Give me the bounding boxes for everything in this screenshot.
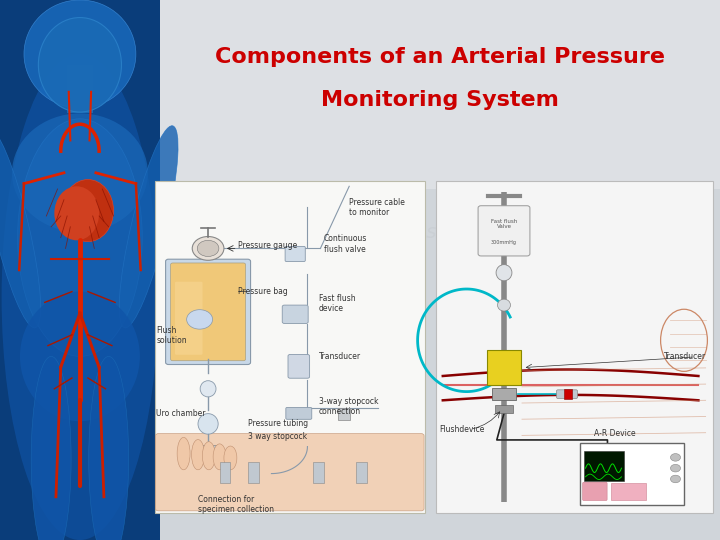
Text: 300mmHg: 300mmHg — [491, 240, 517, 245]
Ellipse shape — [498, 299, 510, 311]
Text: Fast flush
Valve: Fast flush Valve — [491, 219, 517, 230]
Ellipse shape — [198, 414, 218, 434]
Text: A-R Device: A-R Device — [594, 429, 636, 438]
Circle shape — [670, 454, 680, 461]
FancyBboxPatch shape — [584, 451, 624, 481]
Text: Pressure gauge: Pressure gauge — [238, 241, 297, 250]
Ellipse shape — [177, 437, 190, 470]
Ellipse shape — [496, 265, 512, 281]
Bar — [220, 462, 230, 483]
Bar — [248, 462, 259, 483]
Text: Pressure bag: Pressure bag — [238, 287, 288, 295]
FancyBboxPatch shape — [487, 350, 521, 385]
FancyBboxPatch shape — [582, 482, 607, 501]
Circle shape — [670, 464, 680, 472]
Bar — [313, 462, 324, 483]
Ellipse shape — [38, 17, 122, 112]
Bar — [67, 65, 93, 113]
Bar — [160, 0, 720, 540]
FancyBboxPatch shape — [286, 407, 312, 419]
Text: slideshare: slideshare — [382, 222, 482, 242]
FancyBboxPatch shape — [557, 390, 577, 399]
Ellipse shape — [200, 381, 216, 397]
Bar — [199, 445, 217, 454]
Ellipse shape — [31, 356, 71, 540]
Circle shape — [192, 237, 224, 260]
Ellipse shape — [224, 446, 237, 470]
FancyBboxPatch shape — [171, 263, 246, 361]
Ellipse shape — [213, 444, 226, 470]
FancyBboxPatch shape — [580, 443, 684, 505]
Circle shape — [670, 475, 680, 483]
Bar — [0, 0, 160, 540]
FancyBboxPatch shape — [285, 246, 305, 261]
FancyBboxPatch shape — [175, 282, 202, 355]
Ellipse shape — [89, 356, 129, 540]
Text: Components of an Arterial Pressure: Components of an Arterial Pressure — [215, 46, 665, 67]
FancyBboxPatch shape — [478, 206, 530, 256]
Text: Pressure cable
to monitor: Pressure cable to monitor — [349, 198, 405, 217]
Text: Pressure tubing: Pressure tubing — [248, 420, 309, 428]
FancyBboxPatch shape — [611, 483, 646, 500]
Ellipse shape — [20, 292, 140, 421]
Bar — [160, 0, 720, 189]
FancyBboxPatch shape — [166, 259, 251, 364]
Text: Monitoring System: Monitoring System — [321, 90, 559, 110]
Circle shape — [197, 240, 219, 256]
Ellipse shape — [0, 126, 40, 328]
Ellipse shape — [192, 440, 204, 470]
Text: Flush
solution: Flush solution — [156, 326, 187, 345]
Ellipse shape — [120, 126, 178, 328]
Ellipse shape — [54, 186, 99, 240]
Bar — [564, 389, 572, 399]
Ellipse shape — [202, 442, 215, 470]
Text: 3-way stopcock
connection: 3-way stopcock connection — [319, 397, 379, 416]
Bar — [436, 181, 713, 513]
FancyBboxPatch shape — [288, 354, 310, 378]
Ellipse shape — [12, 113, 148, 232]
FancyBboxPatch shape — [338, 408, 350, 420]
Ellipse shape — [1, 54, 158, 540]
Text: Transducer: Transducer — [663, 353, 706, 361]
Text: Fast flush
device: Fast flush device — [319, 294, 356, 314]
Ellipse shape — [24, 0, 136, 108]
Text: Connection for
specimen collection: Connection for specimen collection — [198, 495, 274, 514]
Bar — [155, 181, 425, 513]
FancyBboxPatch shape — [282, 305, 308, 323]
Ellipse shape — [63, 179, 114, 242]
Bar — [356, 462, 367, 483]
Text: Uro chamber: Uro chamber — [156, 409, 206, 418]
Text: Transducer: Transducer — [319, 353, 361, 361]
Text: 3 way stopcock: 3 way stopcock — [248, 432, 307, 441]
Ellipse shape — [17, 119, 143, 356]
Circle shape — [186, 310, 212, 329]
Text: Continuous
flush valve: Continuous flush valve — [324, 234, 367, 254]
FancyBboxPatch shape — [495, 405, 513, 414]
Text: Flushdevice: Flushdevice — [439, 425, 485, 434]
FancyBboxPatch shape — [492, 388, 516, 400]
FancyBboxPatch shape — [156, 434, 424, 511]
